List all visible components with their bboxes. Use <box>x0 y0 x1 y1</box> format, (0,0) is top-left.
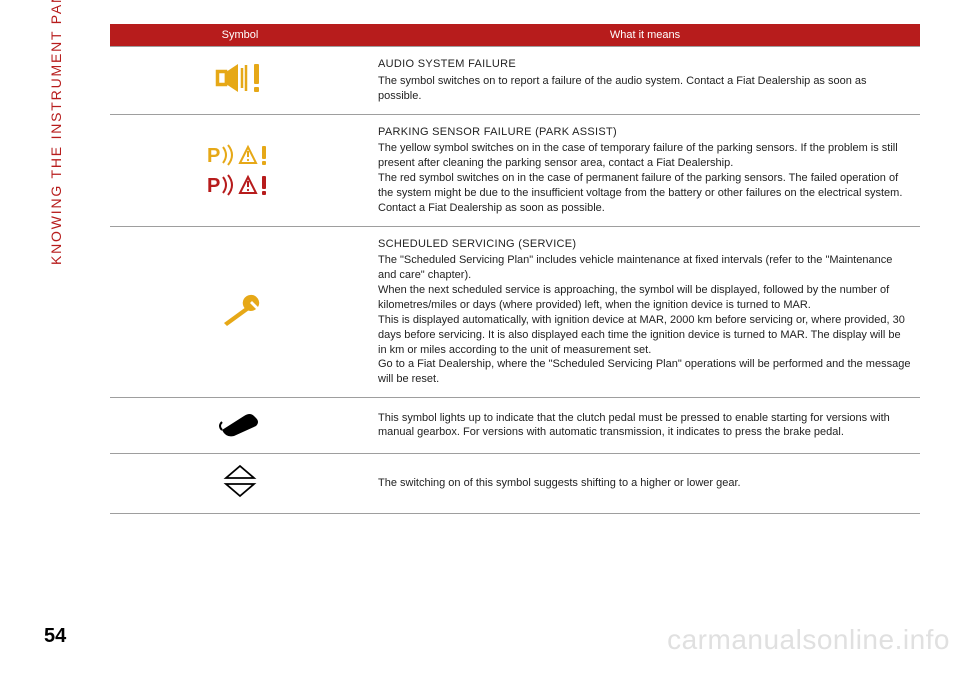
table-row: P P <box>110 114 920 226</box>
svg-text:P: P <box>207 175 220 197</box>
meaning-cell: The switching on of this symbol suggests… <box>370 453 920 513</box>
row-title: AUDIO SYSTEM FAILURE <box>378 57 912 72</box>
header-symbol: Symbol <box>110 24 370 47</box>
symbol-table: Symbol What it means <box>110 24 920 514</box>
header-meaning: What it means <box>370 24 920 47</box>
row-body: This symbol lights up to indicate that t… <box>378 411 912 441</box>
gear-shift-icon <box>220 464 260 498</box>
table-row: The switching on of this symbol suggests… <box>110 453 920 513</box>
row-body: The switching on of this symbol suggests… <box>378 476 912 491</box>
meaning-cell: AUDIO SYSTEM FAILURE The symbol switches… <box>370 47 920 115</box>
row-body: The symbol switches on to report a failu… <box>378 74 912 104</box>
symbol-cell-service <box>110 226 370 397</box>
watermark: carmanualsonline.info <box>667 624 950 656</box>
symbol-table-container: Symbol What it means <box>110 24 920 514</box>
park-assist-amber-icon: P <box>205 143 275 167</box>
symbol-cell-shift <box>110 453 370 513</box>
press-pedal-icon <box>216 408 264 438</box>
meaning-cell: This symbol lights up to indicate that t… <box>370 398 920 454</box>
svg-text:P: P <box>207 145 220 167</box>
meaning-cell: PARKING SENSOR FAILURE (PARK ASSIST) The… <box>370 114 920 226</box>
symbol-cell-park: P P <box>110 114 370 226</box>
row-title: SCHEDULED SERVICING (SERVICE) <box>378 237 912 252</box>
row-body: The yellow symbol switches on in the cas… <box>378 141 912 215</box>
page-number: 54 <box>44 625 66 648</box>
table-row: AUDIO SYSTEM FAILURE The symbol switches… <box>110 47 920 115</box>
symbol-cell-audio <box>110 47 370 115</box>
meaning-cell: SCHEDULED SERVICING (SERVICE) The "Sched… <box>370 226 920 397</box>
park-assist-red-icon: P <box>205 173 275 197</box>
row-body: The "Scheduled Servicing Plan" includes … <box>378 253 912 387</box>
table-row: This symbol lights up to indicate that t… <box>110 398 920 454</box>
section-side-label: KNOWING THE INSTRUMENT PANEL <box>48 0 64 265</box>
table-row: SCHEDULED SERVICING (SERVICE) The "Sched… <box>110 226 920 397</box>
symbol-cell-pedal <box>110 398 370 454</box>
wrench-icon <box>216 289 264 329</box>
audio-failure-icon <box>212 58 268 98</box>
row-title: PARKING SENSOR FAILURE (PARK ASSIST) <box>378 125 912 140</box>
